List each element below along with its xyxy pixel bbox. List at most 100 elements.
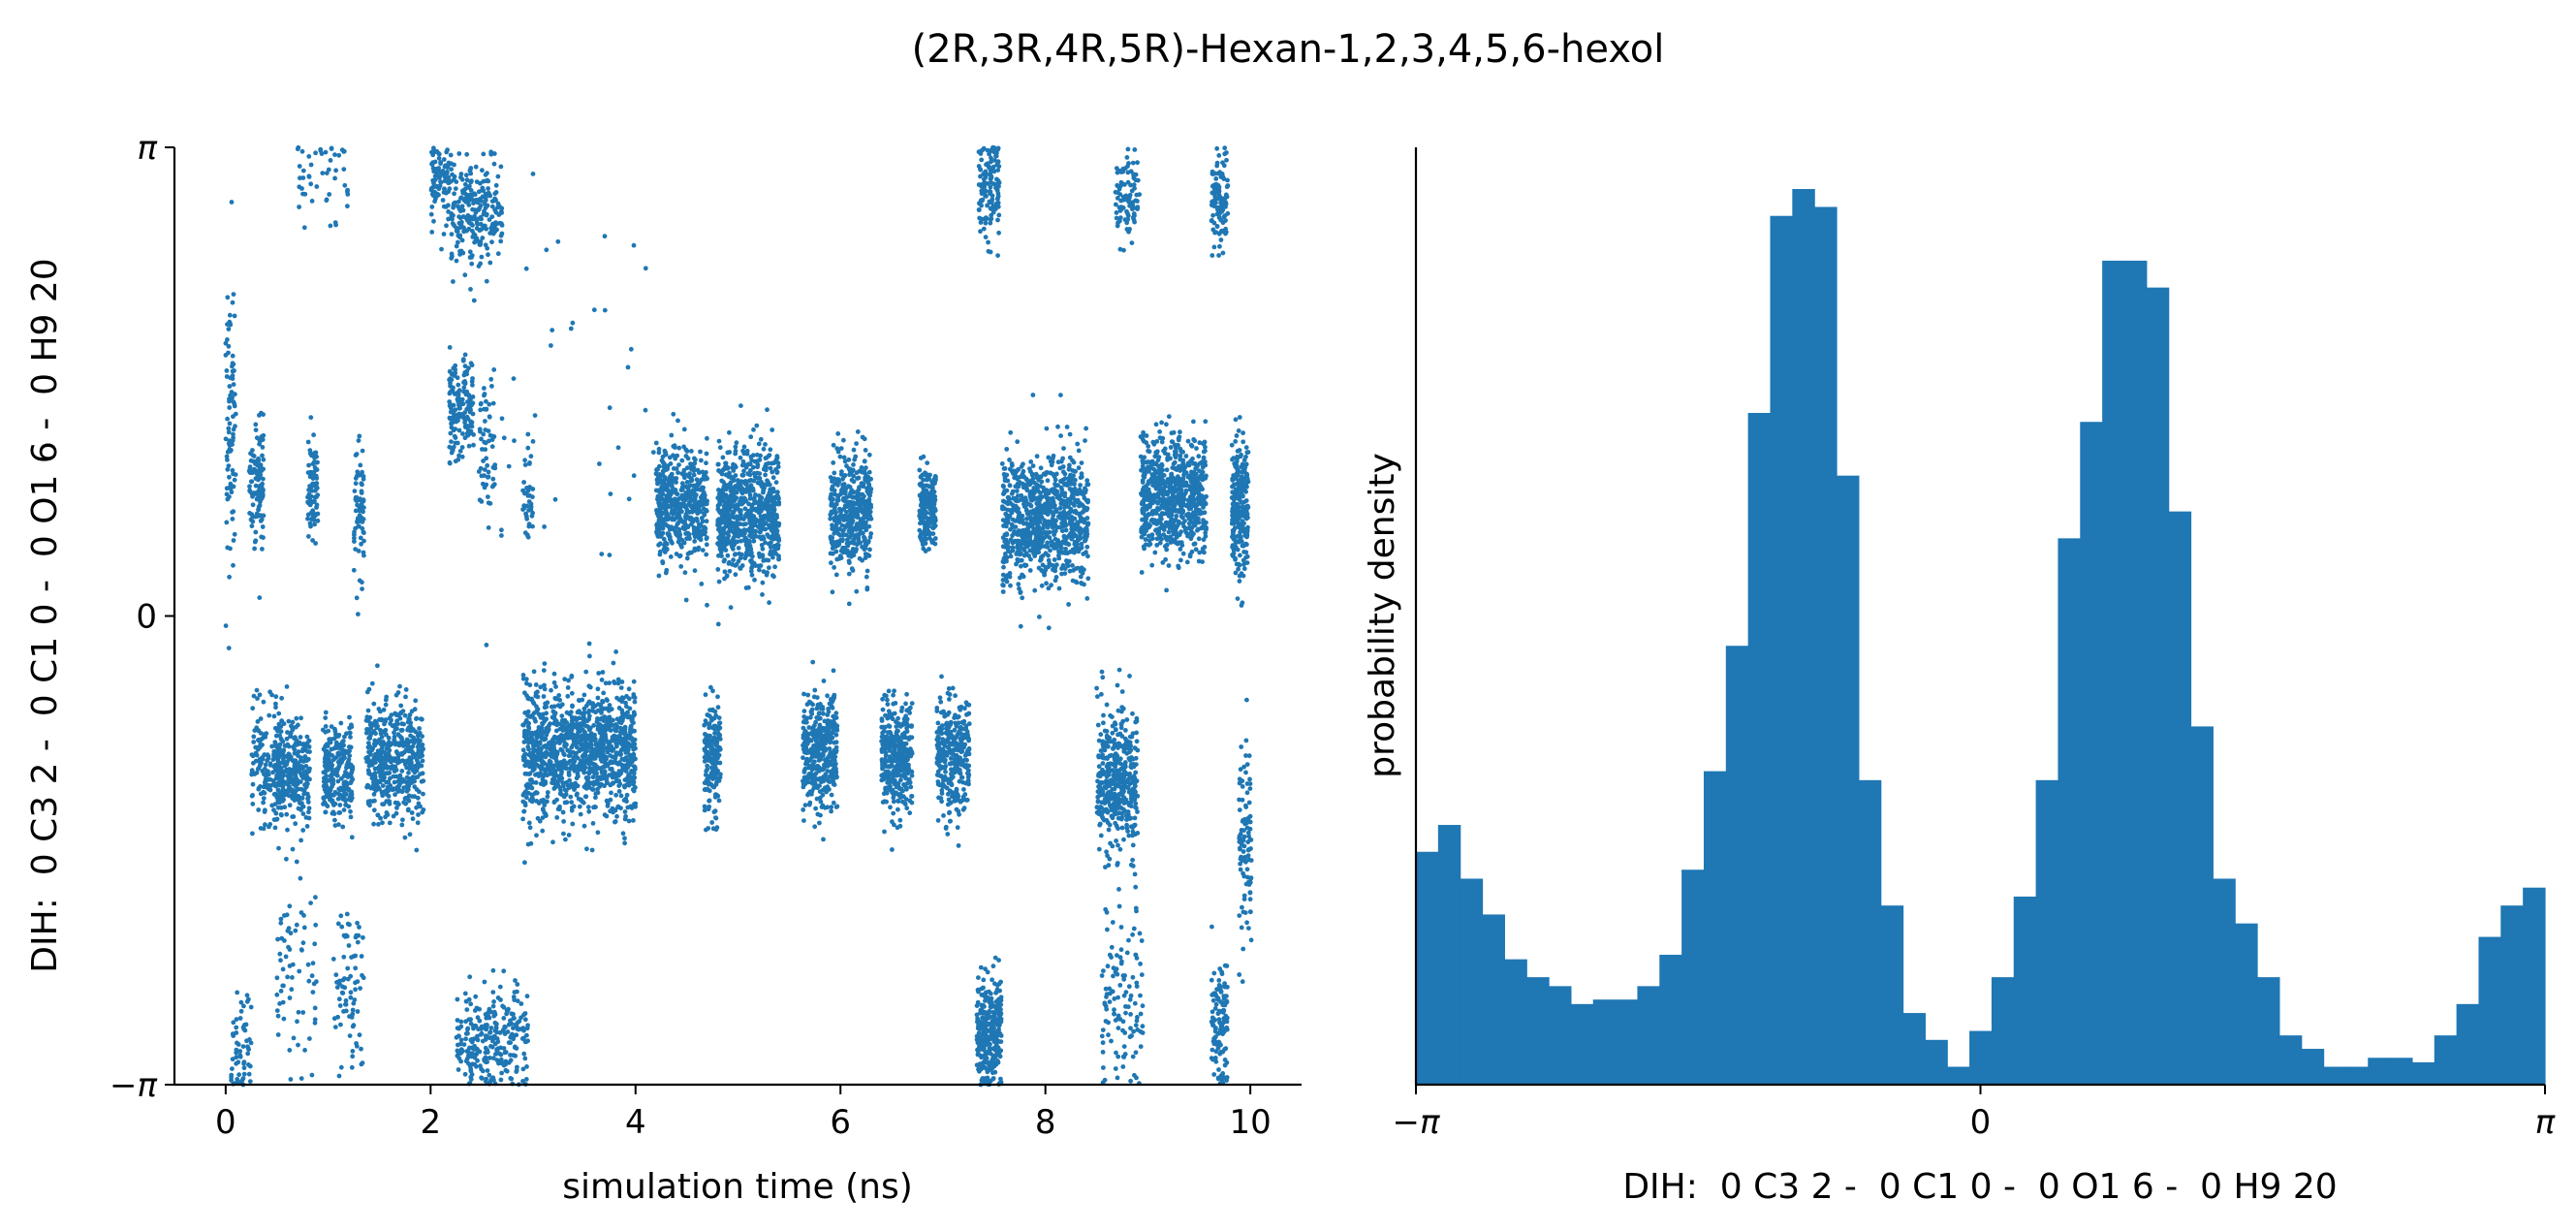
scatter-point [547, 761, 552, 766]
scatter-point [545, 790, 550, 795]
scatter-point [310, 476, 316, 481]
scatter-point [348, 798, 354, 804]
scatter-point [352, 535, 357, 541]
scatter-point [438, 179, 444, 185]
scatter-point [459, 454, 465, 459]
scatter-point [542, 686, 548, 692]
scatter-point [540, 720, 545, 726]
scatter-point [401, 800, 407, 806]
scatter-point [324, 783, 330, 789]
scatter-point [707, 798, 712, 804]
scatter-point [489, 433, 495, 439]
scatter-point [527, 825, 533, 831]
scatter-point [410, 816, 416, 822]
scatter-point [471, 1024, 476, 1028]
scatter-point [338, 720, 344, 726]
scatter-point [323, 149, 329, 155]
scatter-point [386, 751, 392, 757]
scatter-point [380, 820, 385, 826]
scatter-point [661, 468, 667, 474]
scatter-point [404, 788, 410, 794]
scatter-point [299, 801, 304, 806]
scatter-point [658, 515, 664, 521]
scatter-point [621, 783, 627, 789]
scatter-point [241, 1060, 247, 1066]
scatter-point [325, 743, 330, 748]
scatter-point [249, 523, 255, 529]
scatter-point [521, 808, 526, 814]
scatter-point [396, 783, 402, 789]
scatter-point [356, 612, 361, 616]
scatter-point [512, 438, 517, 444]
scatter-point [332, 817, 337, 823]
scatter-point [409, 763, 414, 769]
scatter-point [337, 803, 343, 807]
scatter-point [551, 679, 557, 685]
scatter-point [468, 166, 474, 171]
scatter-point [234, 1017, 239, 1022]
scatter-point [586, 808, 592, 814]
scatter-point [597, 740, 602, 745]
scatter-point [388, 775, 393, 781]
scatter-point [333, 732, 338, 737]
scatter-point [349, 770, 355, 775]
scatter-point [241, 1071, 247, 1077]
scatter-point [475, 1048, 481, 1053]
scatter-point [522, 1039, 528, 1045]
scatter-point [668, 461, 674, 466]
scatter-point [295, 781, 300, 787]
scatter-point [392, 769, 397, 774]
scatter-point [475, 1037, 481, 1043]
scatter-point [267, 787, 273, 793]
scatter-point [456, 388, 462, 393]
scatter-point [421, 778, 426, 784]
scatter-point [384, 810, 390, 815]
scatter-point [447, 368, 453, 374]
scatter-point [312, 488, 318, 493]
scatter-point [487, 401, 492, 407]
scatter-point [632, 765, 638, 770]
scatter-point [400, 817, 405, 823]
scatter-point [681, 520, 687, 525]
scatter-point [500, 1003, 505, 1009]
scatter-point [403, 694, 408, 700]
scatter-point [495, 251, 501, 257]
scatter-point [335, 751, 341, 756]
scatter-point [717, 732, 723, 738]
scatter-point [256, 786, 262, 792]
scatter-point [738, 403, 743, 408]
scatter-point [313, 150, 318, 156]
scatter-point [227, 494, 232, 499]
scatter-point [488, 376, 494, 382]
scatter-point [770, 427, 775, 432]
scatter-point [248, 1040, 254, 1046]
scatter-point [541, 694, 547, 699]
scatter-point [602, 714, 608, 719]
scatter-point [522, 801, 528, 806]
scatter-point [348, 995, 354, 1000]
scatter-point [392, 779, 397, 785]
scatter-point [499, 210, 504, 215]
scatter-point [354, 1043, 360, 1049]
scatter-point [311, 459, 317, 464]
scatter-point [431, 180, 436, 186]
scatter-point [259, 494, 265, 499]
scatter-point [493, 1026, 499, 1031]
scatter-point [771, 574, 776, 580]
scatter-point [468, 1037, 474, 1043]
scatter-point [459, 237, 465, 243]
scatter-point [533, 739, 539, 744]
scatter-point [457, 405, 462, 411]
scatter-point [360, 580, 364, 585]
scatter-point [535, 694, 541, 700]
scatter-point [622, 777, 628, 782]
scatter-point [543, 754, 549, 760]
scatter-point [401, 749, 407, 755]
scatter-point [381, 777, 386, 782]
scatter-point [256, 507, 261, 512]
scatter-point [447, 444, 453, 450]
scatter-point [583, 781, 589, 787]
scatter-point [623, 700, 628, 706]
scatter-point [482, 439, 487, 445]
scatter-point [680, 524, 686, 530]
